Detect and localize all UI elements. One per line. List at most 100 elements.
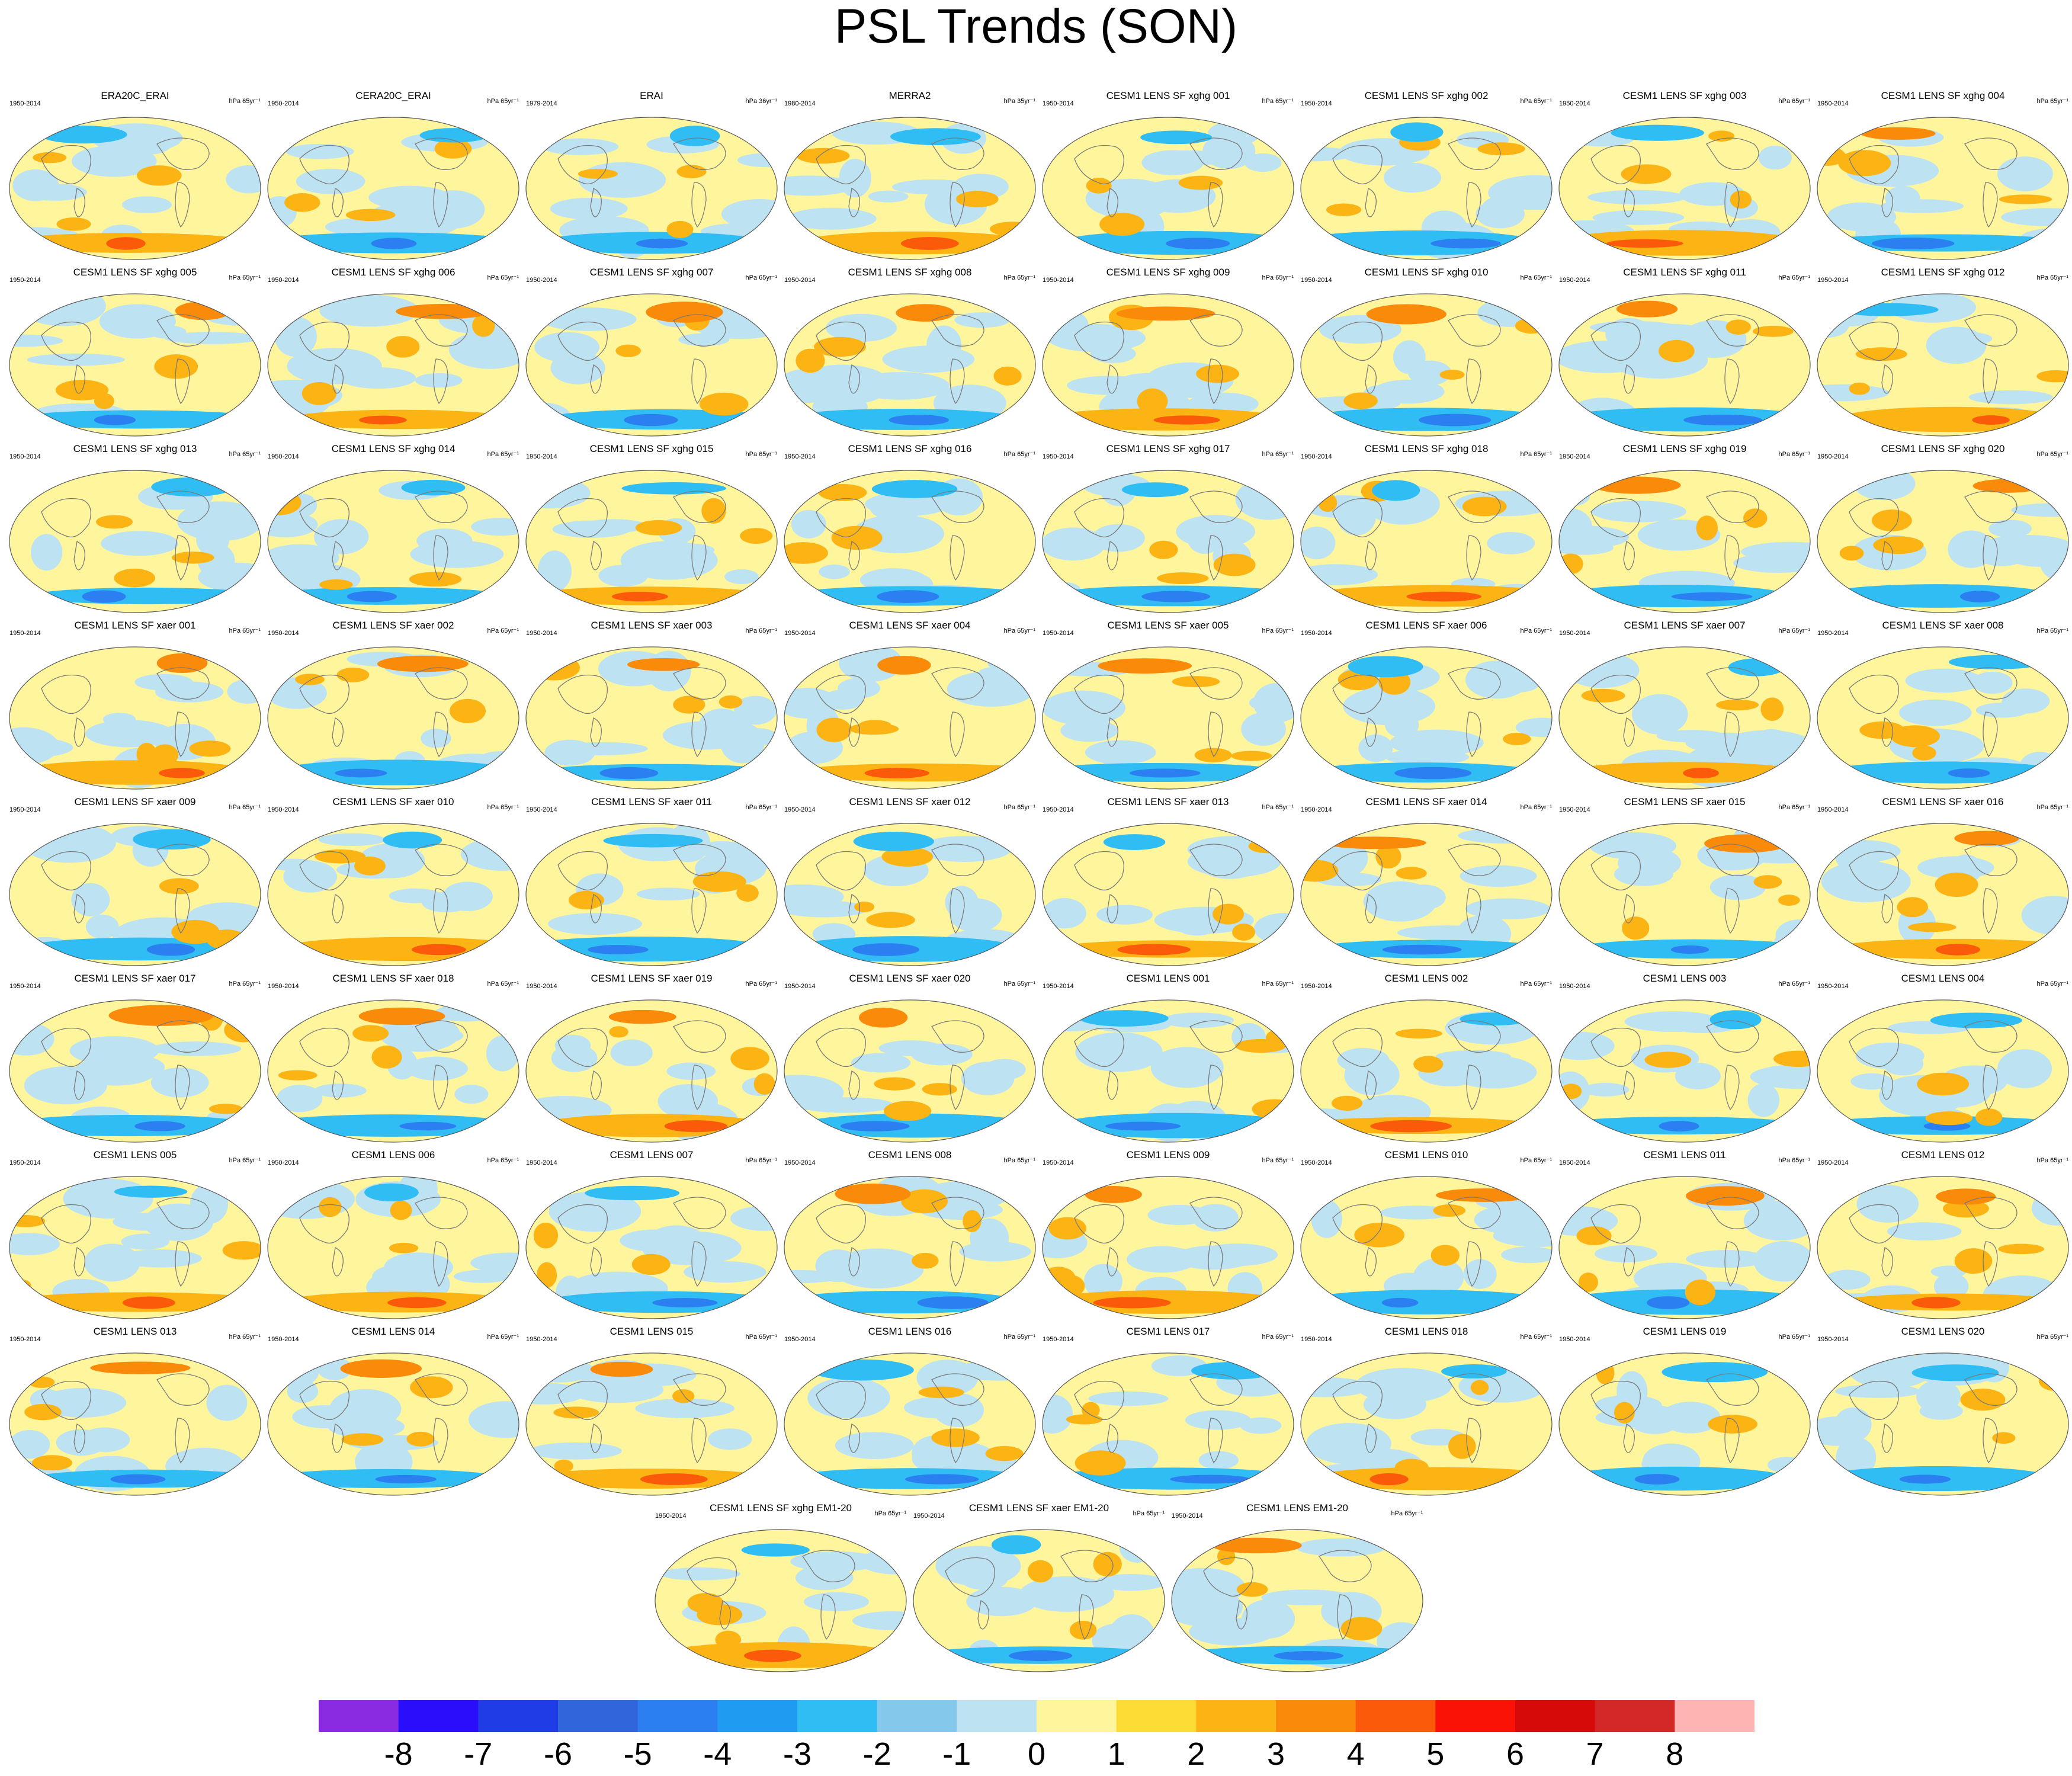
coastline [1074,137,1243,228]
panel-period: 1950-2014 [9,983,41,990]
map-plot [267,1176,519,1319]
trend-region [853,832,934,851]
panel-period: 1950-2014 [1559,100,1590,107]
colorbar-swatch [1595,1700,1675,1732]
trend-region [1463,1259,1497,1289]
trend-region [450,698,486,723]
colorbar-swatch [478,1700,559,1732]
map-plot [1558,1352,1811,1496]
trend-region [666,220,694,238]
colorbar-swatch [1196,1700,1276,1732]
trend-region [901,1189,948,1214]
map-plot [784,1176,1036,1319]
trend-region [831,525,883,550]
trend-region [1925,1111,1973,1126]
trend-region [859,1007,908,1028]
panel-title: CESM1 LENS 001 [1126,973,1210,984]
trend-region [1274,1651,1344,1660]
trend-region [526,1358,594,1383]
trend-region [23,184,87,201]
trend-region [352,1025,389,1042]
panel-units: hPa 65yr⁻¹ [2036,627,2069,634]
trend-region [85,914,119,939]
map-plot [525,1176,778,1319]
trend-region [9,737,73,758]
coastline [1590,137,1759,228]
panel-units: hPa 65yr⁻¹ [229,451,261,458]
map-panel: ERAI 1979-2014 hPa 36yr⁻¹ [522,88,781,264]
map-outline [267,823,519,966]
panel-units: hPa 65yr⁻¹ [1778,1333,1811,1341]
panel-period: 1950-2014 [1817,453,1849,460]
map-plot [1042,293,1294,437]
map-panel: CESM1 LENS 020 1950-2014 hPa 65yr⁻¹ [1814,1323,2072,1500]
trend-region [315,849,366,864]
trend-region [1173,1245,1255,1270]
trend-region [631,1254,671,1275]
trend-region [150,1067,209,1098]
trend-region [1753,875,1782,889]
coastline [1849,1197,2018,1287]
panel-units: hPa 65yr⁻¹ [229,1157,261,1164]
coastline [816,1373,984,1464]
panel-period: 1950-2014 [1301,1159,1332,1166]
trend-region [1926,326,1987,364]
colorbar-swatch [1116,1700,1197,1732]
trend-region [1098,658,1192,674]
map-plot [1042,1176,1294,1319]
panel-period: 1950-2014 [1301,277,1332,284]
trend-region [1140,130,1213,145]
trend-region [1968,390,2053,405]
map-plot [913,1529,1165,1672]
trend-region [877,590,939,603]
panel-period: 1950-2014 [1301,100,1332,107]
trend-region [900,237,959,250]
trend-region [1578,1272,1598,1292]
map-plot [1042,117,1294,260]
map-outline [1558,470,1811,613]
trend-region [1236,1582,1268,1597]
trend-region [1396,867,1427,880]
map-panel: CESM1 LENS 014 1950-2014 hPa 65yr⁻¹ [264,1323,522,1500]
coastline [1849,491,2018,581]
panel-period: 1950-2014 [1817,806,1849,813]
panel-title: CESM1 LENS SF xaer 003 [591,620,713,631]
map-outline [267,999,519,1143]
panel-period: 1950-2014 [1817,1159,1849,1166]
coastline [1849,137,2018,228]
trend-region [85,720,174,748]
panel-units: hPa 65yr⁻¹ [1003,1157,1036,1164]
panel-units: hPa 65yr⁻¹ [2036,451,2069,458]
trend-region [1213,553,1256,576]
trend-region [1758,145,1792,170]
map-outline [1817,999,2069,1143]
trend-region [1340,1617,1383,1641]
trend-region [468,1401,519,1438]
map-panel: CESM1 LENS SF xghg 009 1950-2014 hPa 65yr⁻… [1039,264,1297,441]
trend-region [1144,150,1231,166]
trend-region [585,1185,680,1201]
trend-region [1885,185,1920,211]
trend-region [697,1604,743,1626]
map-plot [1817,1176,2069,1319]
coastline [299,137,468,228]
map-plot [784,470,1036,613]
trend-region [664,1120,727,1132]
map-plot [1300,293,1553,437]
coastline [299,491,468,581]
trend-region [371,238,417,249]
panel-period: 1950-2014 [1043,277,1074,284]
panel-units: hPa 65yr⁻¹ [1003,1333,1036,1341]
panel-period: 1950-2014 [784,1159,816,1166]
coastline [1074,491,1243,581]
map-outline [9,999,261,1143]
trend-region [1060,719,1118,742]
panel-title: CESM1 LENS SF xaer 017 [74,973,196,984]
trend-region [1198,1451,1239,1470]
coastline [41,844,210,934]
panel-title: CESM1 LENS SF xghg 017 [1106,443,1230,454]
panel-title: CESM1 LENS 017 [1126,1326,1210,1337]
panel-title: CESM1 LENS SF xghg 009 [1106,267,1230,278]
trend-region [1824,1270,1871,1290]
coastline [1332,1373,1501,1464]
